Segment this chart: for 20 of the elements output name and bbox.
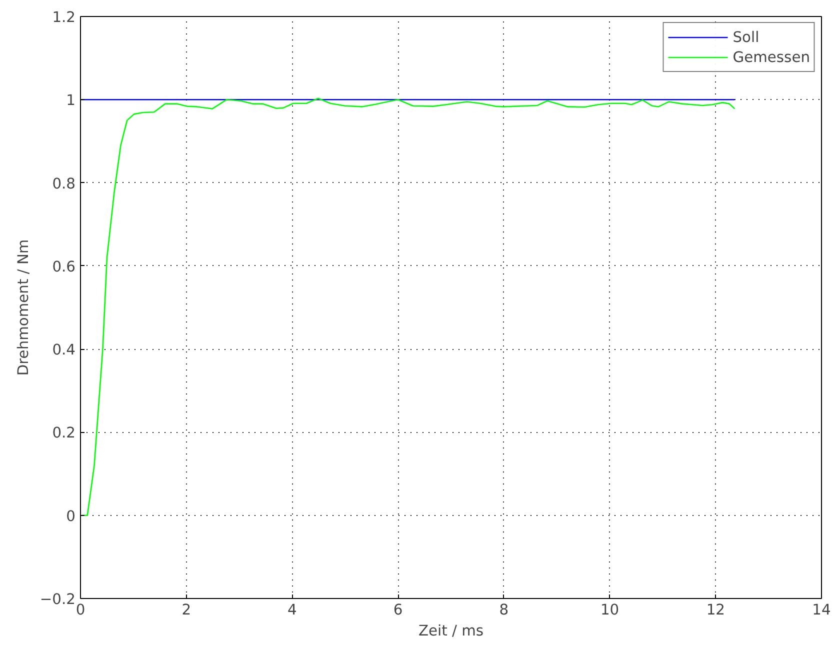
y-tick-label: 0.8 — [52, 175, 76, 192]
y-tick-label: 1 — [66, 92, 76, 110]
legend-label: Soll — [732, 28, 760, 46]
x-axis-title: Zeit / ms — [418, 622, 484, 640]
x-tick-label: 8 — [499, 602, 509, 618]
x-tick-label: 4 — [288, 602, 297, 618]
y-tick-label: 1.2 — [52, 9, 76, 26]
x-tick-label: 2 — [182, 602, 192, 618]
y-tick-label: 0.2 — [52, 424, 76, 442]
y-tick-label: 0.6 — [52, 258, 76, 276]
x-tick-label: 14 — [812, 602, 831, 618]
x-tick-label: 10 — [600, 602, 620, 618]
line-series — [80, 98, 736, 516]
legend-label: Gemessen — [732, 48, 810, 66]
y-axis-title: Drehmoment / Nm — [14, 239, 32, 376]
x-tick-label: 12 — [706, 602, 725, 618]
y-tick-label: 0.4 — [52, 342, 76, 359]
y-tick-label: −0.2 — [40, 591, 76, 608]
x-tick-label: 6 — [393, 602, 403, 618]
y-tick-label: 0 — [66, 508, 76, 525]
